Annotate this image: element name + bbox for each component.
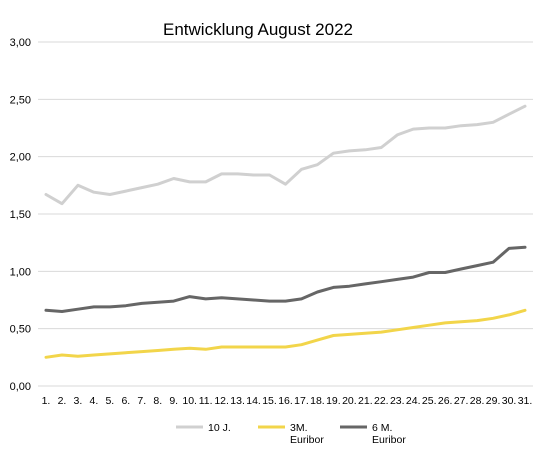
legend-label: 3M.	[290, 422, 308, 434]
series-line	[44, 245, 527, 313]
series-lines	[44, 104, 527, 359]
y-tick-label: 1,00	[10, 266, 31, 278]
x-tick-label: 28.	[470, 395, 485, 407]
x-tick-label: 19.	[326, 395, 341, 407]
y-tick-label: 0,50	[10, 324, 31, 336]
x-tick-label: 21.	[358, 395, 373, 407]
x-tick-label: 5.	[105, 395, 114, 407]
x-axis-tick-labels: 1. 2. 3. 4. 5. 6. 7. 8. 9. 10. 11. 12. 13. 14. 15. 16. 1…	[42, 395, 533, 407]
x-tick-label: 10.	[182, 395, 197, 407]
x-tick-label: 20.	[342, 395, 357, 407]
gridlines	[38, 41, 533, 387]
x-tick-label: 16.	[278, 395, 293, 407]
legend-item: 10 J.	[176, 422, 231, 434]
x-tick-label: 14.	[246, 395, 261, 407]
y-tick-label: 2,00	[10, 152, 31, 164]
x-tick-label: 23.	[390, 395, 405, 407]
x-tick-label: 9.	[169, 395, 178, 407]
y-tick-label: 3,00	[10, 37, 31, 49]
legend-label: Euribor	[372, 434, 406, 446]
x-tick-label: 15.	[262, 395, 277, 407]
legend-label: 6 M.	[372, 422, 392, 434]
x-tick-label: 3.	[74, 395, 83, 407]
x-tick-label: 2.	[58, 395, 67, 407]
x-tick-label: 27.	[454, 395, 469, 407]
x-tick-label: 31.	[518, 395, 533, 407]
x-tick-label: 25.	[422, 395, 437, 407]
x-tick-label: 12.	[214, 395, 229, 407]
series-line	[44, 104, 527, 206]
y-tick-label: 2,50	[10, 94, 31, 106]
x-tick-label: 1.	[42, 395, 51, 407]
x-tick-label: 24.	[406, 395, 421, 407]
x-tick-label: 26.	[438, 395, 453, 407]
x-tick-label: 30.	[502, 395, 517, 407]
x-tick-label: 17.	[294, 395, 309, 407]
legend-label: Euribor	[290, 434, 324, 446]
x-tick-label: 7.	[137, 395, 146, 407]
x-tick-label: 22.	[374, 395, 389, 407]
x-tick-label: 13.	[230, 395, 245, 407]
legend-item: 3M.Euribor	[258, 422, 324, 446]
legend-item: 6 M.Euribor	[340, 422, 406, 446]
y-tick-label: 1,50	[10, 209, 31, 221]
x-tick-label: 29.	[486, 395, 501, 407]
legend-label: 10 J.	[208, 422, 231, 434]
x-tick-label: 18.	[310, 395, 325, 407]
x-tick-label: 6.	[121, 395, 130, 407]
y-tick-label: 0,00	[10, 381, 31, 393]
x-tick-label: 4.	[90, 395, 99, 407]
y-axis-tick-labels: 0,00 0,50 1,00 1,50 2,00 2,50 3,00	[10, 37, 31, 393]
x-tick-label: 8.	[153, 395, 162, 407]
chart-title: Entwicklung August 2022	[163, 20, 353, 39]
series-line	[44, 308, 527, 359]
x-tick-label: 11.	[199, 395, 213, 407]
